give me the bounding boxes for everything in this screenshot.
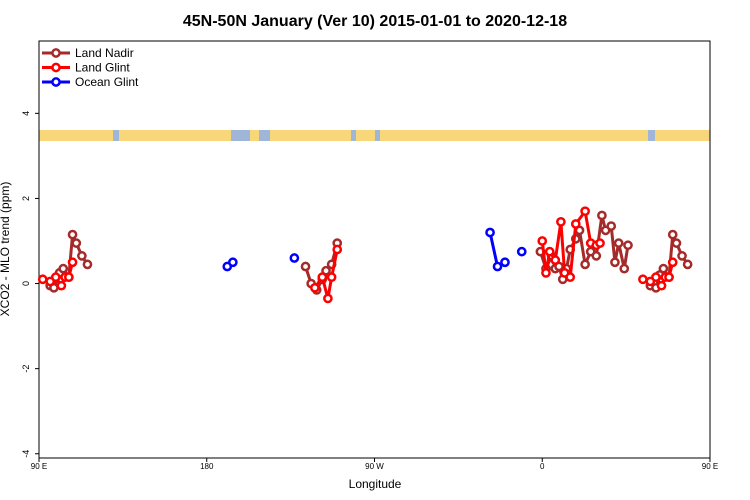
data-point (537, 236, 548, 246)
map-land-segment (380, 130, 648, 141)
legend-label: Land Nadir (75, 46, 134, 60)
world-map-strip (39, 130, 710, 141)
data-point (300, 261, 311, 272)
series-layer (37, 206, 693, 304)
y-tick-label: -2 (21, 365, 31, 373)
data-point (544, 246, 555, 257)
data-point (610, 257, 620, 268)
map-land-segment (250, 130, 259, 141)
data-point (550, 255, 561, 265)
data-point (595, 238, 605, 248)
data-point (317, 272, 328, 283)
data-point (638, 274, 648, 285)
legend-marker (51, 77, 61, 87)
map-land-segment (655, 130, 710, 141)
data-point (58, 263, 69, 274)
data-point (667, 257, 678, 268)
data-point (82, 259, 93, 270)
map-land-segment (119, 130, 231, 141)
x-tick-label: 90 E (702, 462, 718, 471)
x-tick-label: 90 W (365, 462, 384, 471)
data-point (492, 261, 503, 272)
legend-label: Ocean Glint (75, 75, 139, 89)
x-tick-label: 180 (200, 462, 214, 471)
map-land-segment (356, 130, 375, 141)
legend-label: Land Glint (75, 61, 130, 75)
data-point (516, 246, 527, 257)
data-point (289, 253, 300, 263)
data-point (606, 221, 617, 231)
y-axis: -4 -2 0 2 4 (21, 111, 39, 458)
y-tick-label: -4 (21, 450, 31, 458)
data-point (71, 238, 82, 248)
data-point (332, 244, 343, 255)
data-point (570, 219, 581, 229)
data-point (623, 240, 633, 251)
data-point (671, 238, 682, 248)
data-point (77, 251, 87, 261)
data-point (50, 272, 61, 283)
data-point (656, 280, 667, 291)
x-tick-label: 90 E (31, 462, 47, 471)
chart-title: 45N-50N January (Ver 10) 2015-01-01 to 2… (183, 13, 567, 30)
y-tick-label: 2 (21, 196, 31, 201)
data-point (37, 274, 48, 285)
legend-marker (51, 48, 61, 58)
data-point (556, 216, 566, 227)
data-point (500, 257, 510, 268)
data-point (227, 257, 238, 268)
data-point (485, 227, 495, 238)
y-tick-label: 4 (21, 111, 31, 116)
data-point (310, 282, 320, 293)
data-point (591, 251, 602, 261)
y-tick-label: 0 (21, 281, 31, 286)
data-point (326, 272, 337, 283)
data-point (580, 259, 590, 270)
legend-marker (51, 62, 61, 73)
plot-frame (38, 40, 711, 459)
data-point (56, 280, 67, 291)
data-point (597, 210, 607, 221)
data-point (682, 259, 693, 270)
data-point (541, 268, 551, 278)
data-point (67, 229, 78, 240)
y-axis-label: XCO2 - MLO trend (ppm) (0, 182, 12, 317)
data-point (67, 257, 78, 268)
data-point (677, 251, 687, 261)
data-point (651, 272, 661, 283)
x-axis-label: Longitude (349, 477, 402, 491)
data-point (580, 206, 590, 217)
data-point (613, 238, 624, 248)
data-point (667, 229, 678, 240)
data-point (658, 263, 669, 274)
map-land-segment (39, 130, 113, 141)
map-land-segment (270, 130, 351, 141)
series-land-glint (37, 206, 678, 304)
data-point (664, 272, 674, 283)
data-point (63, 272, 74, 283)
series-land-nadir (45, 210, 693, 295)
data-point (565, 272, 576, 283)
data-point (619, 263, 630, 274)
series-ocean-glint (222, 227, 527, 272)
data-point (323, 293, 333, 304)
x-axis: 90 E 180 90 W 0 90 E (31, 458, 718, 471)
x-tick-label: 0 (540, 462, 545, 471)
